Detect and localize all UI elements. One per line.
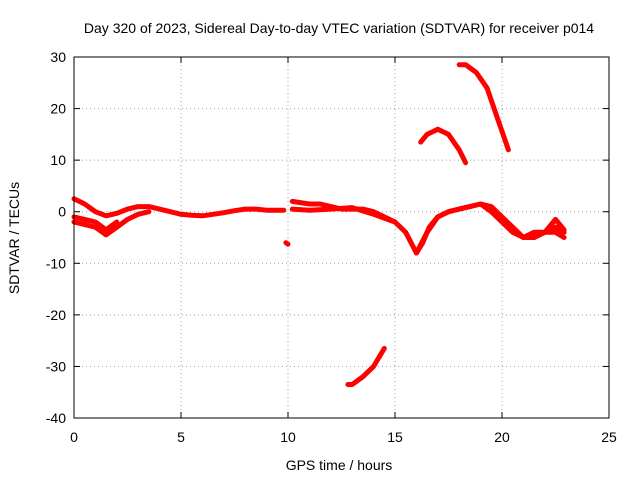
series-line-track-h xyxy=(531,216,567,240)
x-tick-label: 10 xyxy=(280,429,296,445)
plot-frame xyxy=(73,56,610,419)
grid-lines xyxy=(74,57,609,418)
y-tick-label: 0 xyxy=(58,204,66,220)
series-line-track-c xyxy=(71,214,120,233)
y-tick-label: -20 xyxy=(46,307,66,323)
x-tick-label: 0 xyxy=(70,429,78,445)
series-line-track-i xyxy=(418,126,469,166)
data-series-group xyxy=(71,62,567,387)
series-line-track-j xyxy=(456,62,511,153)
series-line-track-d xyxy=(283,240,291,247)
axes: 0 5 10 15 20 25 -40 -30 -20 -10 0 10 20 30 xyxy=(46,49,617,445)
x-tick-label: 5 xyxy=(177,429,185,445)
series-line-track-k xyxy=(345,345,387,387)
series-line-track-b xyxy=(71,209,152,238)
y-tick-label: 10 xyxy=(50,152,66,168)
y-tick-label: -30 xyxy=(46,358,66,374)
series-line-track-f xyxy=(289,205,398,225)
x-tick-label: 15 xyxy=(387,429,403,445)
y-tick-label: 30 xyxy=(50,49,66,65)
series-line-track-a xyxy=(71,196,287,219)
y-tick-label: -10 xyxy=(46,255,66,271)
chart-title: Day 320 of 2023, Sidereal Day-to-day VTE… xyxy=(84,20,594,36)
y-tick-label: 20 xyxy=(50,101,66,117)
y-axis-label: SDTVAR / TECUs xyxy=(6,182,22,294)
x-axis-label: GPS time / hours xyxy=(286,457,393,473)
y-tick-label: -40 xyxy=(46,410,66,426)
x-tick-label: 20 xyxy=(494,429,510,445)
x-tick-label: 25 xyxy=(601,429,617,445)
